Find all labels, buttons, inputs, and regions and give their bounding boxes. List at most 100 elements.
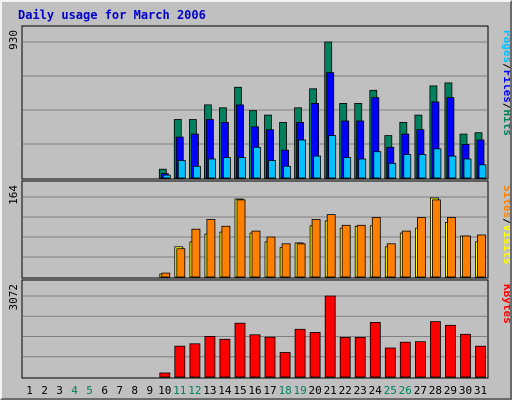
- day-label-11: 11: [173, 384, 186, 397]
- bar-pages-day-27: [418, 154, 427, 179]
- day-label-26: 26: [399, 384, 412, 397]
- day-label-17: 17: [263, 384, 276, 397]
- bar-kbytes-day-31: [475, 345, 486, 378]
- bar-kbytes-day-20: [309, 331, 321, 378]
- day-label-22: 22: [339, 384, 352, 397]
- legend-hits-files-pages: Pages/Files/Hits: [501, 30, 510, 136]
- day-label-12: 12: [188, 384, 201, 397]
- bar-pages-day-17: [268, 160, 276, 179]
- legend-entry: Pages: [501, 30, 510, 63]
- day-label-31: 31: [474, 384, 487, 397]
- bar-kbytes-day-21: [324, 295, 336, 378]
- bar-kbytes-day-15: [234, 322, 246, 378]
- max-label-hits-files-pages: 930: [7, 30, 20, 50]
- max-label-kbytes: 3072: [7, 284, 20, 311]
- legend-entry: /: [501, 63, 510, 70]
- bar-sites-day-25: [386, 243, 396, 278]
- bar-kbytes-day-23: [354, 336, 366, 378]
- bar-pages-day-10: [162, 174, 171, 179]
- bar-sites-day-19: [296, 243, 306, 278]
- day-label-30: 30: [459, 384, 472, 397]
- bar-kbytes-day-14: [219, 338, 231, 378]
- bar-kbytes-day-10: [159, 372, 171, 378]
- bar-sites-day-13: [206, 218, 216, 278]
- bar-sites-day-30: [462, 235, 471, 278]
- bar-kbytes-day-26: [399, 341, 411, 378]
- day-label-8: 8: [131, 384, 138, 397]
- day-label-21: 21: [324, 384, 337, 397]
- bar-kbytes-day-18: [279, 352, 291, 378]
- day-label-24: 24: [369, 384, 383, 397]
- bar-pages-day-25: [388, 162, 397, 179]
- day-label-28: 28: [429, 384, 442, 397]
- bar-sites-day-24: [371, 217, 381, 278]
- day-label-6: 6: [101, 384, 108, 397]
- bar-pages-day-20: [313, 155, 322, 179]
- legend-entry: Visits: [501, 225, 510, 265]
- legend-entry: Files: [501, 70, 510, 103]
- day-label-27: 27: [414, 384, 427, 397]
- day-label-15: 15: [233, 384, 246, 397]
- bar-kbytes-day-30: [460, 333, 471, 378]
- bar-kbytes-day-19: [294, 328, 306, 378]
- legend-kbytes: KBytes: [501, 284, 510, 324]
- bar-pages-day-24: [373, 151, 382, 179]
- bar-pages-day-23: [358, 158, 367, 179]
- bar-pages-day-30: [463, 158, 472, 179]
- bar-pages-day-21: [328, 135, 337, 179]
- bar-kbytes-day-27: [414, 341, 426, 378]
- day-label-7: 7: [116, 384, 123, 397]
- bar-sites-day-17: [266, 236, 276, 278]
- bar-pages-day-19: [298, 139, 307, 179]
- bar-sites-day-27: [416, 217, 426, 278]
- bar-pages-day-28: [433, 148, 442, 179]
- bar-pages-day-16: [253, 146, 261, 179]
- bar-kbytes-day-16: [249, 334, 261, 378]
- bar-kbytes-day-25: [384, 347, 396, 378]
- chart-title: Daily usage for March 2006: [18, 8, 206, 22]
- bar-sites-day-15: [236, 199, 246, 278]
- day-label-23: 23: [354, 384, 367, 397]
- bar-pages-day-31: [478, 164, 487, 179]
- bar-pages-day-26: [403, 154, 412, 179]
- bar-kbytes-day-17: [264, 336, 276, 378]
- bar-pages-day-22: [343, 157, 352, 179]
- bar-pages-day-13: [207, 158, 216, 179]
- bar-kbytes-day-12: [189, 343, 201, 378]
- legend-entry: KBytes: [501, 284, 510, 324]
- legend-entry: /: [501, 103, 510, 110]
- bar-sites-day-11: [176, 248, 186, 278]
- day-label-5: 5: [86, 384, 93, 397]
- bar-sites-day-14: [221, 225, 231, 278]
- bar-sites-day-31: [477, 234, 486, 278]
- bar-sites-day-26: [401, 230, 411, 278]
- bar-sites-day-18: [281, 243, 291, 278]
- bar-kbytes-day-11: [174, 345, 186, 378]
- day-label-1: 1: [26, 384, 33, 397]
- bar-pages-day-29: [448, 155, 457, 179]
- bar-sites-day-29: [446, 217, 456, 278]
- day-label-13: 13: [203, 384, 216, 397]
- max-label-visits-sites: 164: [7, 185, 20, 205]
- bar-pages-day-12: [192, 165, 201, 179]
- bar-sites-day-10: [161, 272, 171, 278]
- bar-sites-day-16: [251, 230, 261, 278]
- bar-kbytes-day-29: [444, 324, 456, 378]
- day-label-29: 29: [444, 384, 457, 397]
- bar-sites-day-23: [356, 224, 366, 278]
- bar-sites-day-12: [191, 228, 201, 278]
- bar-kbytes-day-24: [369, 321, 381, 378]
- day-label-25: 25: [384, 384, 397, 397]
- legend-visits-sites: Sites/Visits: [501, 185, 510, 265]
- day-label-9: 9: [146, 384, 153, 397]
- day-label-3: 3: [56, 384, 63, 397]
- legend-entry: Hits: [501, 110, 510, 137]
- bar-sites-day-20: [311, 218, 321, 278]
- day-label-18: 18: [278, 384, 291, 397]
- day-label-16: 16: [248, 384, 261, 397]
- day-label-10: 10: [158, 384, 171, 397]
- legend-entry: Sites: [501, 185, 510, 218]
- bar-sites-day-21: [326, 214, 336, 278]
